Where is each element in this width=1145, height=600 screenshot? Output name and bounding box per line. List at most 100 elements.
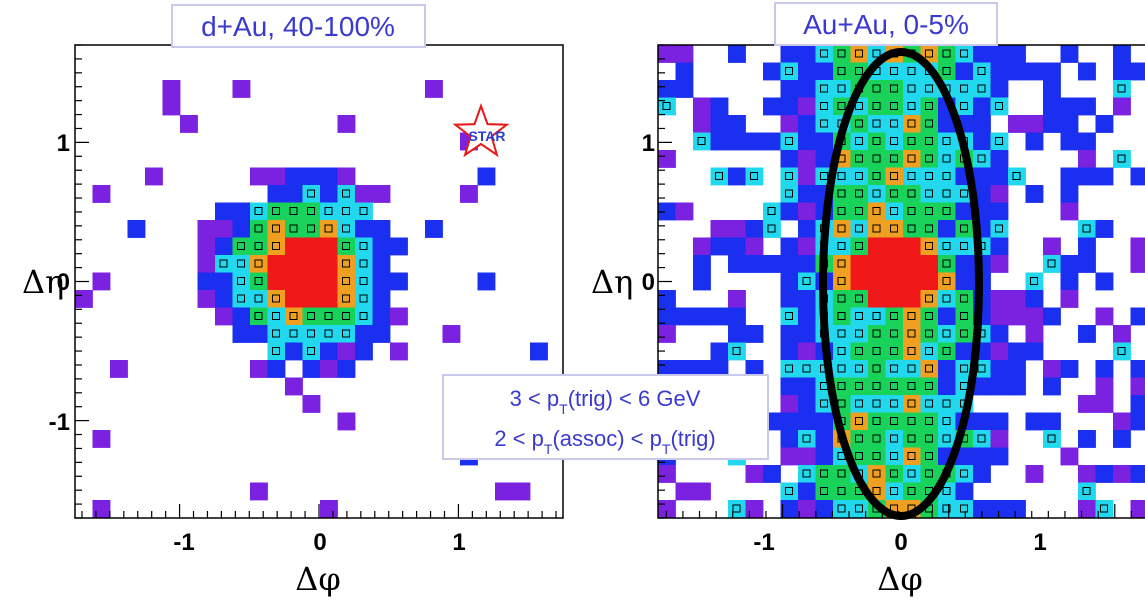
heatmap-cell-marker <box>1100 504 1108 513</box>
heatmap-cell <box>903 342 921 361</box>
heatmap-cell <box>990 255 1009 273</box>
heatmap-cell <box>868 447 886 466</box>
heatmap-cell <box>285 325 303 343</box>
heatmap-cell <box>710 97 729 116</box>
heatmap-cell <box>267 237 286 256</box>
heatmap-cell <box>798 430 816 448</box>
heatmap-cell <box>920 185 939 203</box>
heatmap-cell <box>693 307 711 326</box>
heatmap-cell <box>920 325 939 343</box>
heatmap-cell <box>920 377 939 396</box>
heatmap-cell <box>728 132 746 151</box>
heatmap-cell <box>693 255 711 273</box>
heatmap-cell-marker <box>359 259 368 268</box>
heatmap-cell <box>763 62 781 81</box>
heatmap-cell <box>763 255 781 273</box>
heatmap-cell-marker <box>837 329 846 338</box>
heatmap-cell <box>675 307 694 326</box>
heatmap-cell <box>372 272 391 291</box>
heatmap-cell <box>658 325 676 343</box>
heatmap-cell-marker <box>1047 434 1056 443</box>
heatmap-cell <box>1130 500 1145 518</box>
heatmap-cell-marker <box>942 504 951 513</box>
heatmap-cell-marker <box>907 84 916 93</box>
heatmap-cell <box>780 272 799 291</box>
heatmap-cell-marker <box>977 434 986 443</box>
heatmap-cell <box>798 150 816 168</box>
heatmap-cell-marker <box>872 364 881 373</box>
right-title-box <box>774 2 998 46</box>
heatmap-cell <box>693 272 711 291</box>
heatmap-cell <box>885 377 904 396</box>
heatmap-cell <box>868 307 886 326</box>
heatmap-cell <box>285 255 303 273</box>
heatmap-cell <box>460 185 478 203</box>
heatmap-cell-marker <box>359 277 368 285</box>
heatmap-cell-marker <box>324 207 333 215</box>
heatmap-cell <box>850 255 869 273</box>
heatmap-cell <box>938 45 956 63</box>
heatmap-cell <box>920 202 939 221</box>
heatmap-cell <box>990 45 1009 63</box>
heatmap-cell <box>868 377 886 396</box>
heatmap-cell-marker <box>785 364 793 373</box>
heatmap-cell-marker <box>1012 172 1021 180</box>
heatmap-cell <box>1078 395 1096 413</box>
heatmap-cell <box>903 412 921 431</box>
heatmap-cell <box>162 97 181 116</box>
heatmap-cell <box>1008 500 1026 518</box>
heatmap-cell <box>920 290 939 308</box>
heatmap-cell <box>745 132 764 151</box>
heatmap-cell-marker <box>254 294 263 303</box>
heatmap-cell <box>833 377 851 396</box>
heatmap-cell <box>337 237 356 256</box>
heatmap-cell-marker <box>820 399 828 408</box>
heatmap-cell <box>1130 237 1145 256</box>
heatmap-cell <box>127 220 146 238</box>
heatmap-cell <box>868 115 886 133</box>
heatmap-cell-marker <box>890 382 898 390</box>
heatmap-cell-marker <box>925 102 933 110</box>
heatmap-cell-marker <box>890 329 898 338</box>
heatmap-cell <box>197 272 216 291</box>
heatmap-cell <box>320 500 338 518</box>
heatmap-cell-marker <box>272 294 280 303</box>
heatmap-cell-marker <box>925 137 933 145</box>
heatmap-cell <box>320 290 338 308</box>
heatmap-cell <box>390 342 408 361</box>
heatmap-cell <box>355 325 373 343</box>
heatmap-cell <box>728 220 746 238</box>
heatmap-cell <box>355 255 373 273</box>
heatmap-cell <box>267 255 286 273</box>
heatmap-cell <box>938 412 956 431</box>
heatmap-cell <box>215 220 233 238</box>
heatmap-cell <box>1078 220 1096 238</box>
heatmap-cell-marker <box>960 49 968 58</box>
heatmap-cell <box>728 237 746 256</box>
heatmap-cell <box>162 80 181 98</box>
heatmap-cell <box>1025 412 1044 431</box>
heatmap-cell-marker <box>820 119 828 128</box>
heatmap-cell <box>833 202 851 221</box>
heatmap-cell <box>285 220 303 238</box>
heatmap-cell <box>1043 430 1061 448</box>
heatmap-cell <box>990 500 1009 518</box>
heatmap-cell-marker <box>272 329 280 338</box>
heatmap-cell-marker <box>960 329 968 338</box>
heatmap-cell <box>780 482 799 501</box>
heatmap-cell-marker <box>289 224 298 233</box>
heatmap-cell-marker <box>890 224 898 233</box>
heatmap-cell <box>763 202 781 221</box>
heatmap-cell <box>868 132 886 151</box>
heatmap-cell <box>675 62 694 81</box>
heatmap-cell <box>232 237 251 256</box>
heatmap-cell <box>903 360 921 378</box>
heatmap-cell <box>885 342 904 361</box>
heatmap-cell-marker <box>960 364 968 373</box>
heatmap-cell <box>372 290 391 308</box>
heatmap-cell <box>675 482 694 501</box>
heatmap-cell <box>267 202 286 221</box>
heatmap-cell-marker <box>925 242 933 250</box>
heatmap-cell-marker <box>837 504 846 513</box>
heatmap-cell-marker <box>960 242 968 250</box>
